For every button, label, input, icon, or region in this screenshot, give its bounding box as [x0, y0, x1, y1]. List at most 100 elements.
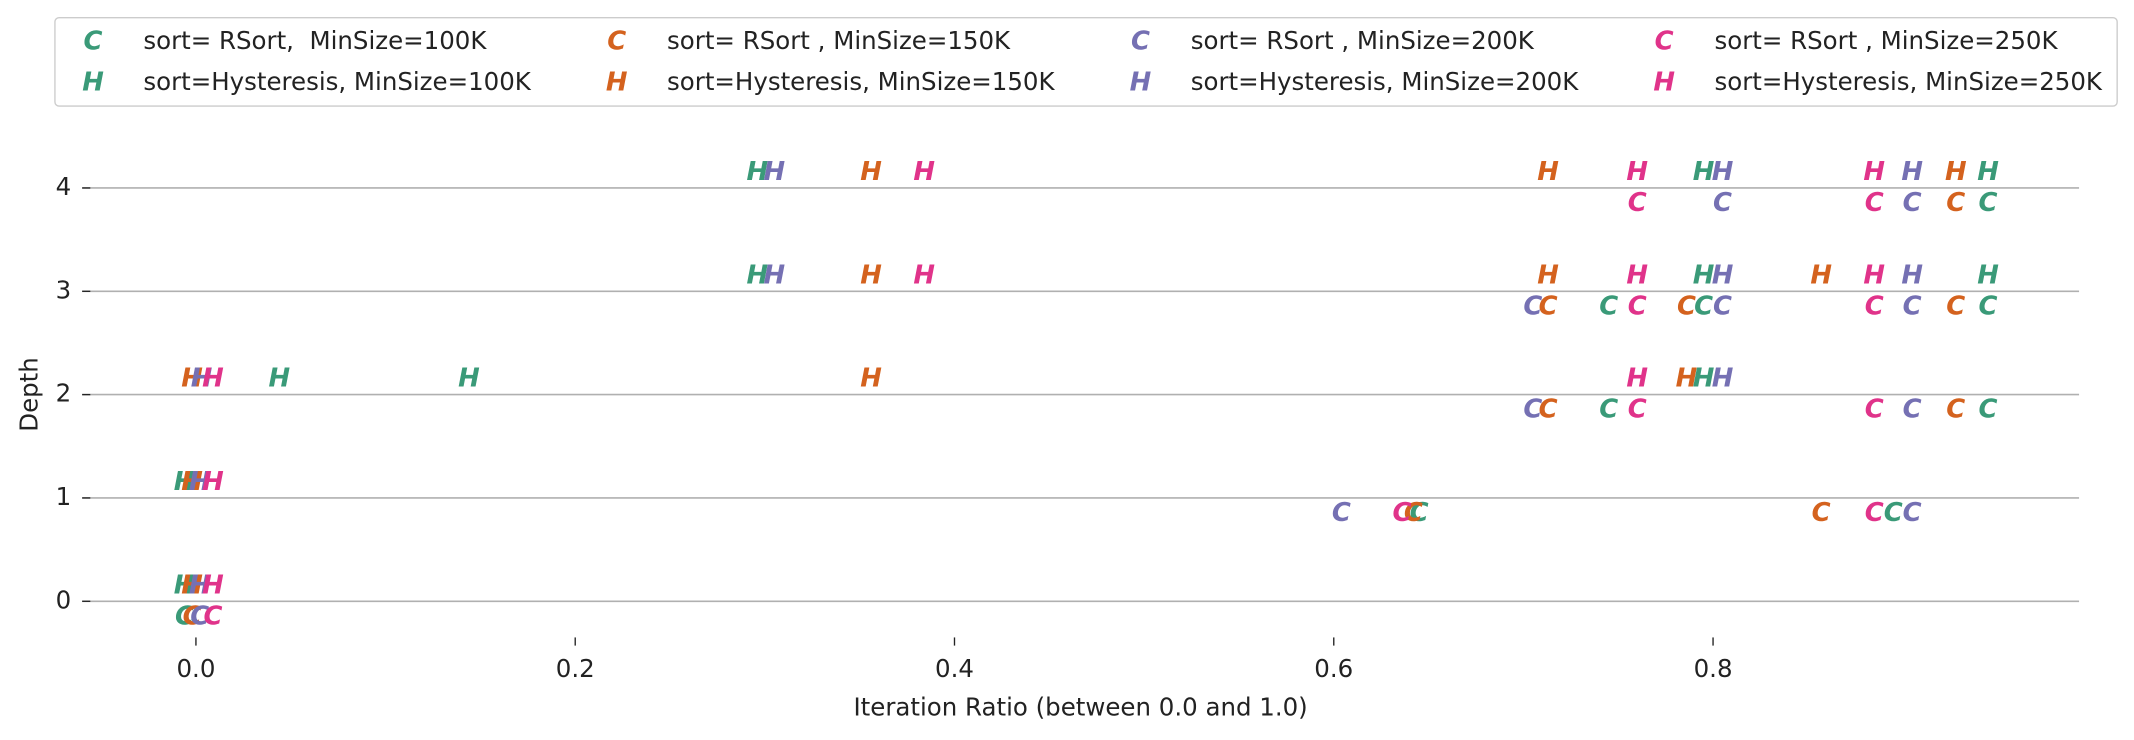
point-marker: H — [181, 364, 203, 394]
legend-marker: H — [606, 67, 628, 97]
point-marker: C — [204, 601, 223, 631]
point-marker: C — [1865, 188, 1884, 218]
point-marker: H — [191, 364, 213, 394]
point-marker: C — [1865, 498, 1884, 528]
point-marker: H — [1901, 260, 1923, 290]
legend-label: sort=Hysteresis, MinSize=250K — [1715, 67, 2103, 96]
y-tick-label: 3 — [56, 275, 72, 304]
point-marker: H — [913, 157, 935, 187]
point-marker: C — [1903, 188, 1922, 218]
point-marker: H — [764, 260, 786, 290]
point-marker: C — [1628, 188, 1647, 218]
point-marker: H — [1693, 157, 1715, 187]
legend-label: sort= RSort , MinSize=200K — [1191, 26, 1535, 55]
point-marker: C — [1332, 498, 1351, 528]
y-tick-label: 1 — [56, 482, 72, 511]
point-marker: H — [1693, 260, 1715, 290]
point-marker: H — [189, 570, 211, 600]
point-marker: C — [1812, 498, 1831, 528]
point-marker: C — [1946, 395, 1965, 425]
point-marker: C — [1628, 395, 1647, 425]
point-marker: C — [1979, 291, 1998, 321]
point-marker: H — [1977, 260, 1999, 290]
point-marker: C — [1865, 395, 1884, 425]
point-marker: H — [1810, 260, 1832, 290]
y-axis-label: Depth — [14, 357, 43, 432]
point-marker: C — [1865, 291, 1884, 321]
point-marker: C — [1713, 188, 1732, 218]
point-marker: H — [1712, 364, 1734, 394]
point-marker: H — [913, 260, 935, 290]
point-marker: H — [1863, 260, 1885, 290]
legend-label: sort= RSort , MinSize=150K — [667, 26, 1011, 55]
y-tick-label: 4 — [56, 172, 72, 201]
point-marker: C — [1979, 395, 1998, 425]
point-marker: H — [1712, 260, 1734, 290]
point-marker: H — [1901, 157, 1923, 187]
point-marker: C — [1599, 291, 1618, 321]
x-tick-label: 0.0 — [176, 654, 215, 683]
x-tick-label: 0.6 — [1314, 654, 1353, 683]
x-axis-label: Iteration Ratio (between 0.0 and 1.0) — [853, 693, 1307, 722]
point-marker: C — [1393, 498, 1412, 528]
point-marker: C — [1903, 498, 1922, 528]
point-marker: C — [1946, 291, 1965, 321]
point-marker: C — [190, 601, 209, 631]
point-marker: H — [202, 467, 224, 497]
point-marker: H — [1945, 157, 1967, 187]
legend-label: sort=Hysteresis, MinSize=200K — [1191, 67, 1579, 96]
point-marker: H — [458, 364, 480, 394]
point-marker: C — [1979, 188, 1998, 218]
x-tick-label: 0.4 — [935, 654, 974, 683]
point-marker: C — [1884, 498, 1903, 528]
point-marker: H — [1977, 157, 1999, 187]
x-tick-label: 0.2 — [556, 654, 595, 683]
point-marker: H — [174, 467, 196, 497]
legend-label: sort=Hysteresis, MinSize=100K — [143, 67, 531, 96]
point-marker: H — [181, 467, 203, 497]
legend-marker: C — [84, 27, 103, 57]
point-marker: C — [1903, 291, 1922, 321]
legend-marker: C — [607, 27, 626, 57]
point-marker: C — [175, 601, 194, 631]
point-marker: H — [1537, 260, 1559, 290]
point-marker: H — [860, 157, 882, 187]
legend-marker: C — [1655, 27, 1674, 57]
legend-label: sort= RSort , MinSize=250K — [1715, 26, 2059, 55]
point-marker: H — [1537, 157, 1559, 187]
point-marker: C — [1903, 395, 1922, 425]
point-marker: H — [746, 157, 768, 187]
point-marker: C — [183, 601, 202, 631]
point-marker: C — [1677, 291, 1696, 321]
point-marker: H — [181, 570, 203, 600]
x-tick-label: 0.8 — [1694, 654, 1733, 683]
point-marker: H — [746, 260, 768, 290]
legend-marker: C — [1131, 27, 1150, 57]
y-tick-label: 2 — [56, 379, 72, 408]
point-marker: C — [1523, 395, 1542, 425]
y-tick-label: 0 — [56, 585, 72, 614]
point-marker: H — [269, 364, 291, 394]
point-marker: C — [1946, 188, 1965, 218]
point-marker: C — [1628, 291, 1647, 321]
point-marker: C — [1694, 291, 1713, 321]
point-marker: C — [1539, 395, 1558, 425]
legend-marker: H — [82, 67, 104, 97]
point-marker: H — [1676, 364, 1698, 394]
point-marker: C — [1404, 498, 1423, 528]
point-marker: C — [1523, 291, 1542, 321]
point-marker: H — [174, 570, 196, 600]
point-marker: H — [1626, 260, 1648, 290]
point-marker: C — [1539, 291, 1558, 321]
point-marker: H — [764, 157, 786, 187]
point-marker: H — [202, 570, 224, 600]
point-marker: H — [860, 364, 882, 394]
legend-label: sort=Hysteresis, MinSize=150K — [667, 67, 1055, 96]
legend-label: sort= RSort, MinSize=100K — [143, 26, 487, 55]
point-marker: H — [860, 260, 882, 290]
point-marker: H — [189, 467, 211, 497]
point-marker: H — [202, 364, 224, 394]
point-marker: H — [1626, 157, 1648, 187]
